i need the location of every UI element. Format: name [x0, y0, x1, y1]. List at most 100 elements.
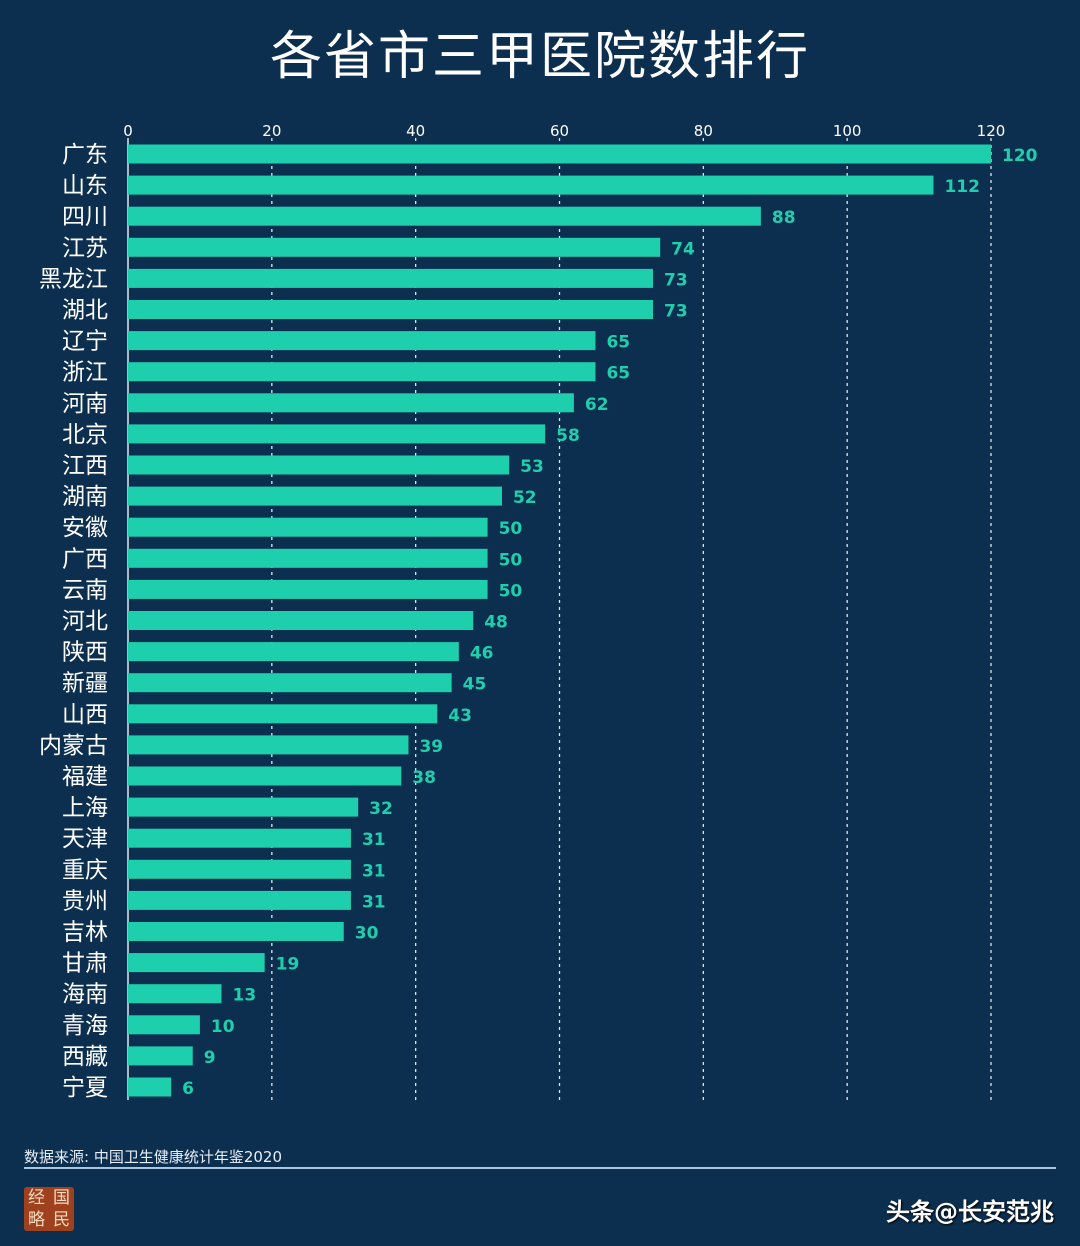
bar	[128, 1015, 200, 1035]
x-tick-label: 0	[123, 122, 133, 140]
bar	[128, 455, 510, 475]
bar	[128, 859, 351, 879]
bar	[128, 735, 409, 755]
category-label: 山西	[62, 702, 108, 728]
logo-char: 经	[28, 1188, 45, 1208]
data-label: 46	[470, 644, 494, 664]
category-label: 贵州	[62, 888, 108, 914]
logo: 经 国 略 民	[24, 1187, 74, 1231]
bar	[128, 206, 761, 226]
category-label: 辽宁	[62, 329, 108, 355]
logo-char: 略	[28, 1210, 45, 1230]
data-label: 73	[664, 270, 688, 290]
category-label: 四川	[62, 204, 108, 230]
data-label: 13	[232, 986, 256, 1006]
category-label: 福建	[62, 764, 108, 790]
data-label: 38	[412, 768, 436, 788]
data-label: 50	[499, 519, 523, 539]
data-label: 120	[1002, 146, 1038, 166]
logo-char: 国	[53, 1188, 70, 1208]
bar	[128, 517, 488, 537]
bar	[128, 704, 438, 724]
category-label: 西藏	[62, 1044, 108, 1070]
bar-chart: 0 20 40 60 80 100 120 广东 120 山东 112 四川 88 江苏 74 黑龙江 73 湖北…	[39, 122, 1038, 1101]
data-label: 50	[499, 581, 523, 601]
data-label: 74	[671, 239, 695, 259]
bar	[128, 642, 459, 662]
category-label: 甘肃	[62, 951, 108, 977]
category-label: 广东	[62, 142, 108, 168]
category-label: 湖北	[62, 298, 108, 324]
data-label: 19	[276, 955, 300, 975]
bar	[128, 268, 653, 288]
category-label: 天津	[62, 826, 108, 852]
category-label: 吉林	[62, 920, 108, 946]
x-tick-label: 80	[694, 122, 713, 140]
data-label: 112	[944, 177, 980, 197]
data-label: 58	[556, 426, 580, 446]
data-label: 31	[362, 861, 386, 881]
x-tick-label: 60	[550, 122, 569, 140]
data-label: 65	[606, 333, 630, 353]
logo-char: 民	[53, 1210, 70, 1230]
bar	[128, 486, 502, 506]
category-label: 广西	[62, 546, 108, 572]
category-label: 新疆	[62, 671, 108, 697]
bar	[128, 673, 452, 693]
category-label: 浙江	[62, 360, 108, 386]
bar	[128, 922, 344, 941]
data-label: 30	[355, 924, 379, 944]
data-label: 9	[204, 1048, 216, 1068]
data-label: 45	[463, 675, 487, 695]
data-label: 32	[369, 799, 393, 819]
data-source: 数据来源: 中国卫生健康统计年鉴2020	[24, 1148, 282, 1166]
watermark-credit: 头条@长安范兆	[886, 1198, 1054, 1226]
category-label: 青海	[62, 1013, 108, 1039]
divider	[24, 1167, 1056, 1169]
x-tick-label: 120	[977, 122, 1006, 140]
bar	[128, 424, 546, 444]
category-label: 山东	[62, 173, 108, 199]
category-label: 宁夏	[62, 1075, 108, 1101]
data-label: 31	[362, 830, 386, 850]
bar	[128, 611, 474, 630]
data-label: 52	[513, 488, 537, 508]
category-label: 重庆	[62, 857, 108, 883]
bar	[128, 362, 596, 382]
data-label: 6	[182, 1079, 194, 1099]
category-label: 上海	[62, 795, 108, 821]
category-label: 安徽	[62, 515, 108, 541]
x-tick-label: 20	[262, 122, 281, 140]
bar	[128, 331, 596, 351]
bar	[128, 548, 488, 568]
data-label: 65	[606, 364, 630, 384]
bar	[128, 300, 653, 319]
bar	[128, 890, 351, 910]
bar	[128, 828, 351, 848]
data-label: 39	[419, 737, 443, 757]
category-label: 湖南	[62, 484, 108, 510]
chart-title: 各省市三甲医院数排行	[269, 27, 810, 87]
bar	[128, 175, 934, 195]
category-label: 北京	[62, 422, 108, 448]
bar	[128, 1046, 193, 1066]
category-label: 江苏	[62, 235, 108, 261]
x-tick-label: 100	[833, 122, 862, 140]
data-label: 31	[362, 892, 386, 912]
category-label: 内蒙古	[39, 733, 108, 759]
data-label: 50	[499, 550, 523, 570]
data-label: 53	[520, 457, 544, 477]
bar	[128, 579, 488, 599]
category-label: 江西	[62, 453, 108, 479]
data-label: 48	[484, 613, 508, 633]
bar	[128, 393, 574, 413]
bar	[128, 984, 222, 1004]
bar	[128, 237, 661, 257]
x-tick-label: 40	[406, 122, 425, 140]
bar	[128, 953, 265, 973]
category-label: 云南	[62, 577, 108, 603]
bar	[128, 797, 359, 817]
bar	[128, 766, 402, 786]
data-label: 43	[448, 706, 472, 726]
data-label: 73	[664, 302, 688, 322]
